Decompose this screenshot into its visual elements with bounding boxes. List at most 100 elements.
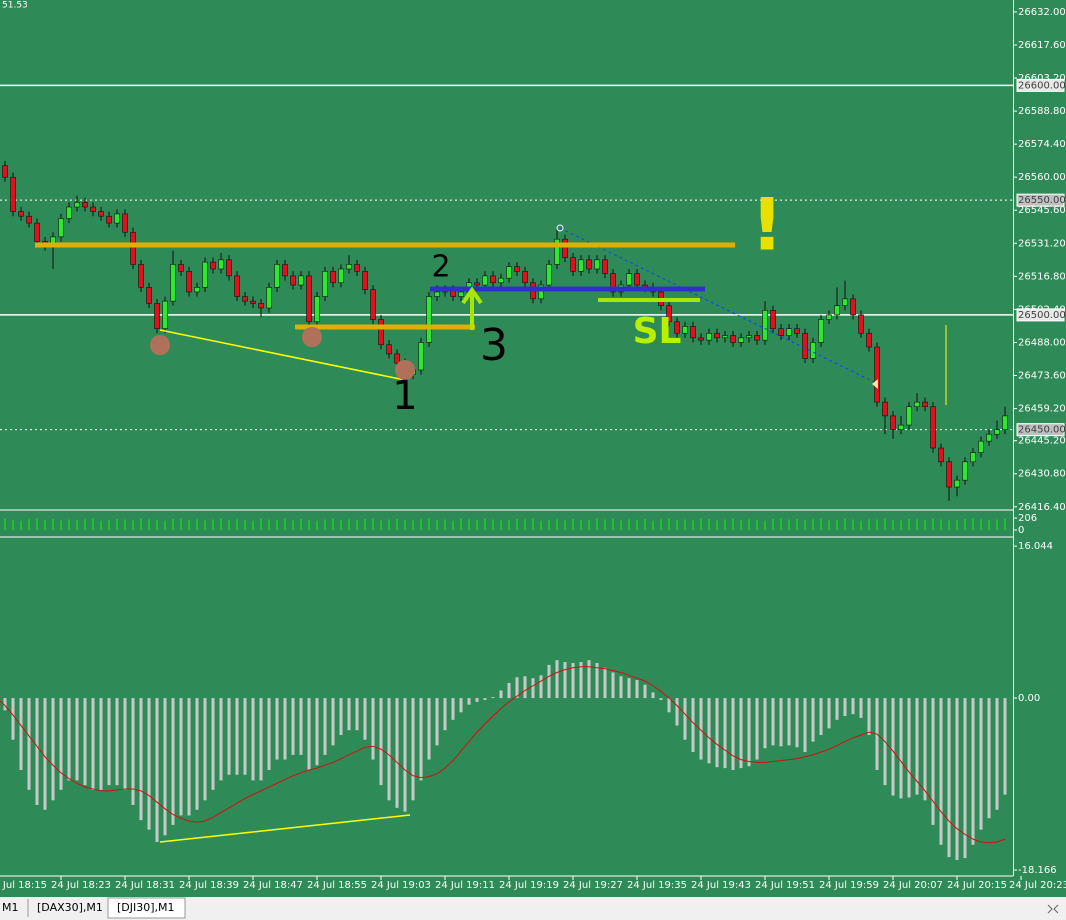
candle-body xyxy=(322,270,328,297)
macd-bar xyxy=(963,698,967,859)
macd-bar xyxy=(395,698,399,808)
x-tick-label: 24 Jul 18:39 xyxy=(179,880,239,891)
macd-bar xyxy=(819,698,823,735)
macd-bar xyxy=(619,676,623,699)
macd-bar xyxy=(587,660,591,699)
alert-mark: ! xyxy=(751,183,784,267)
active-tab[interactable] xyxy=(107,897,186,919)
macd-bar xyxy=(739,698,743,769)
corner-text: 51.53 xyxy=(2,1,28,11)
macd-bar xyxy=(11,698,15,740)
candle-body xyxy=(666,305,672,323)
macd-bar xyxy=(771,698,775,746)
macd-bar xyxy=(107,698,111,786)
divergence-line xyxy=(159,329,406,381)
macd-bar xyxy=(251,698,255,781)
macd-bar xyxy=(339,698,343,735)
macd-bar xyxy=(147,698,151,830)
y-tick-label: 26531.20 xyxy=(1018,238,1066,249)
macd-bar xyxy=(307,698,311,771)
candle-body xyxy=(754,335,760,341)
candle-body xyxy=(882,401,888,417)
low-marker xyxy=(302,327,322,347)
macd-bar xyxy=(411,698,415,801)
candle-body xyxy=(10,176,16,212)
candle-body xyxy=(858,314,864,334)
macd-bar xyxy=(451,698,455,720)
macd-bar xyxy=(219,698,223,781)
candle-body xyxy=(586,259,592,270)
x-tick-label: 24 Jul 20:07 xyxy=(883,880,943,891)
low-marker xyxy=(150,335,170,355)
candle-body xyxy=(474,282,480,286)
sl-label: SL xyxy=(633,311,682,352)
low-marker xyxy=(395,360,415,380)
macd-bar xyxy=(195,698,199,810)
macd-bar xyxy=(563,662,567,699)
x-tick-label: 24 Jul 19:59 xyxy=(819,880,879,891)
macd-bar xyxy=(547,664,551,699)
macd-bar xyxy=(851,698,855,715)
macd-bar xyxy=(571,663,575,699)
candle-body xyxy=(178,264,184,272)
candle-body xyxy=(26,215,32,224)
macd-bar xyxy=(59,698,63,790)
candle-body xyxy=(914,401,920,408)
candle-body xyxy=(626,273,632,286)
macd-bar xyxy=(507,682,511,699)
macd-bar xyxy=(939,698,943,845)
tab[interactable]: [DJI30],M1 xyxy=(117,901,175,914)
macd-bar xyxy=(211,698,215,790)
candle-body xyxy=(722,335,728,339)
trend-line xyxy=(559,227,877,384)
x-tick-label: 24 Jul 18:31 xyxy=(115,880,175,891)
candle-body xyxy=(282,264,288,277)
macd-bar xyxy=(779,698,783,747)
candle-body xyxy=(330,270,336,284)
candle-body xyxy=(170,264,176,302)
macd-bar xyxy=(947,698,951,858)
candle-body xyxy=(714,332,720,339)
candle-body xyxy=(602,259,608,274)
candle-body xyxy=(906,406,912,426)
macd-bar xyxy=(235,698,239,775)
price-level-label: 26600.00 xyxy=(1018,80,1066,91)
x-tick-label: 24 Jul 19:51 xyxy=(755,880,815,891)
signal-line xyxy=(0,666,1006,844)
macd-bar xyxy=(483,698,487,700)
macd-bar xyxy=(955,698,959,860)
candle-body xyxy=(346,264,352,270)
macd-bar xyxy=(931,698,935,825)
macd-bar xyxy=(267,698,271,771)
candle-body xyxy=(458,291,464,297)
candle-body xyxy=(378,319,384,346)
candle-body xyxy=(970,452,976,463)
price-level-box xyxy=(1016,193,1065,207)
candle-body xyxy=(730,335,736,343)
candle-body xyxy=(298,275,304,286)
y-tick-label: 26617.60 xyxy=(1018,40,1066,51)
candle-body xyxy=(90,206,96,212)
candle-body xyxy=(114,213,120,224)
macd-bar xyxy=(691,698,695,753)
tab-scroll[interactable] xyxy=(1047,904,1059,914)
candle-body xyxy=(930,406,936,449)
macd-bar xyxy=(43,698,47,810)
macd-bar xyxy=(667,698,671,713)
macd-bar xyxy=(891,698,895,796)
macd-bar xyxy=(243,698,247,775)
macd-bar xyxy=(987,698,991,819)
candle-body xyxy=(74,202,80,208)
macd-bar xyxy=(155,698,159,842)
x-tick-label: 24 Jul 18:47 xyxy=(243,880,303,891)
y-tick-label: 26488.00 xyxy=(1018,337,1066,348)
tab[interactable]: M1 xyxy=(2,901,19,914)
candle-body xyxy=(354,264,360,272)
macd-bar xyxy=(67,698,71,781)
macd-bar xyxy=(707,698,711,764)
candle-body xyxy=(610,273,616,293)
y-tick-label: 26632.00 xyxy=(1018,7,1066,18)
y-tick-label: 0.00 xyxy=(1018,693,1040,704)
candle-body xyxy=(82,202,88,208)
tab[interactable]: [DAX30],M1 xyxy=(37,901,103,914)
